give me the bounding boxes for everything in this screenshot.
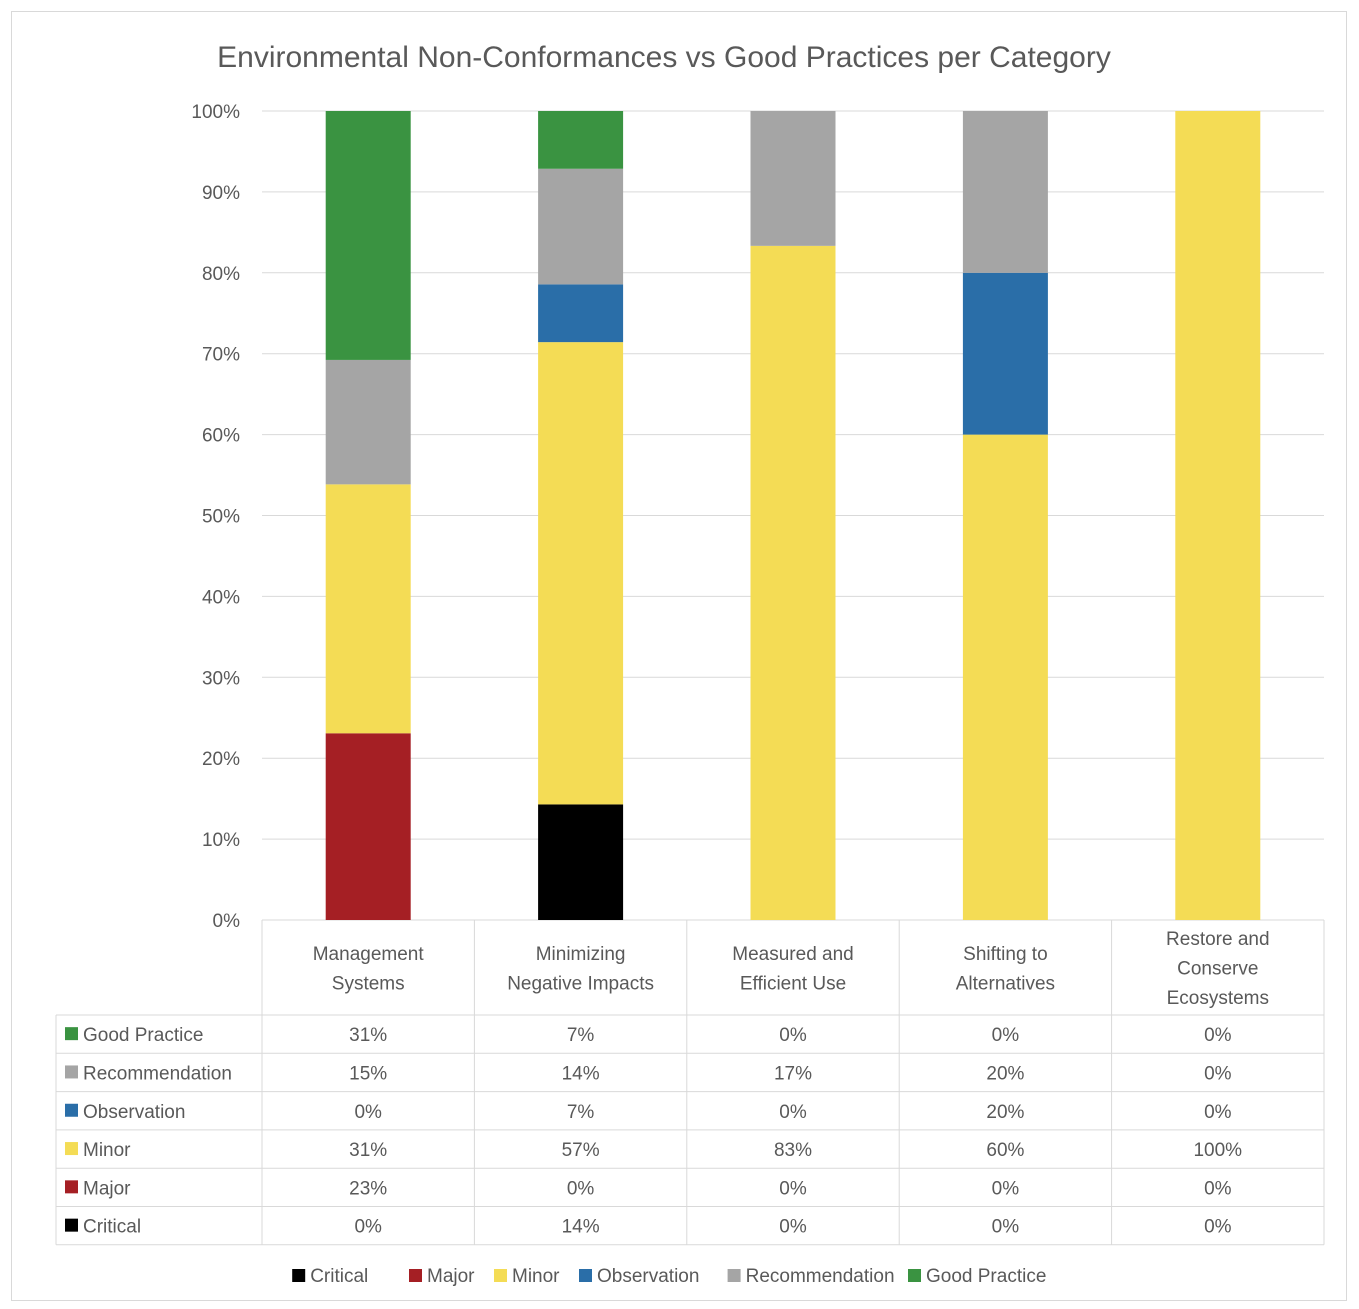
table-cell-value: 20%: [986, 1102, 1024, 1123]
table-series-label: Critical: [83, 1217, 141, 1238]
table-series-label: Minor: [83, 1140, 131, 1161]
table-cell-value: 14%: [562, 1217, 600, 1238]
category-label: Systems: [332, 973, 405, 994]
table-cell-value: 31%: [349, 1025, 387, 1046]
legend-label: Minor: [512, 1266, 560, 1287]
table-legend-key: [65, 1103, 78, 1117]
category-label: Alternatives: [956, 973, 1055, 994]
bar-segment-good-practice: [538, 111, 624, 169]
y-tick-label: 50%: [202, 507, 240, 528]
bar-segment-recommendation: [750, 111, 836, 246]
legend-label: Observation: [597, 1266, 699, 1287]
table-cell-value: 0%: [779, 1217, 807, 1238]
table-cell-value: 0%: [354, 1217, 382, 1238]
legend-key: [727, 1269, 741, 1282]
category-label: Minimizing: [536, 944, 626, 965]
table-cell-value: 83%: [774, 1140, 812, 1161]
bar-segment-minor: [538, 342, 624, 805]
table-cell-value: 15%: [349, 1063, 387, 1084]
table-legend-key: [65, 1027, 78, 1041]
bar-segment-good-practice: [325, 111, 411, 360]
table-cell-value: 100%: [1193, 1140, 1242, 1161]
bar-segment-major: [325, 733, 411, 920]
table-cell-value: 0%: [567, 1178, 595, 1199]
table-legend-key: [65, 1180, 78, 1194]
legend-key: [579, 1269, 592, 1282]
table-cell-value: 0%: [779, 1102, 807, 1123]
table-cell-value: 0%: [779, 1025, 807, 1046]
chart-frame: Environmental Non-Conformances vs Good P…: [11, 11, 1347, 1301]
bar-segment-recommendation: [538, 168, 624, 285]
y-tick-label: 60%: [202, 426, 240, 447]
table-cell-value: 0%: [1204, 1025, 1232, 1046]
table-cell-value: 0%: [992, 1217, 1020, 1238]
legend-label: Major: [427, 1266, 475, 1287]
category-label: Ecosystems: [1167, 988, 1269, 1009]
y-tick-label: 20%: [202, 749, 240, 770]
legend-label: Good Practice: [926, 1266, 1046, 1287]
y-tick-label: 90%: [202, 183, 240, 204]
bar-segment-minor: [962, 434, 1048, 920]
bar-segment-observation: [962, 272, 1048, 435]
data-table: Management Systems Minimizing Negative Impa…: [55, 920, 1325, 1246]
y-tick-label: 40%: [202, 587, 240, 608]
category-label: Negative Impacts: [507, 973, 654, 994]
category-label: Efficient Use: [740, 973, 846, 994]
table-legend-key: [65, 1218, 78, 1232]
table-series-label: Major: [83, 1178, 131, 1199]
table-cell-value: 20%: [986, 1063, 1024, 1084]
table-cell-value: 0%: [1204, 1217, 1232, 1238]
table-cell-value: 7%: [567, 1102, 595, 1123]
category-label: Shifting to: [963, 944, 1048, 965]
table-cell-value: 17%: [774, 1063, 812, 1084]
legend-key: [494, 1269, 507, 1282]
y-tick-label: 80%: [202, 264, 240, 285]
table-cell-value: 23%: [349, 1178, 387, 1199]
table-cell-value: 0%: [992, 1025, 1020, 1046]
bar-segment-recommendation: [962, 111, 1048, 273]
table-cell-value: 57%: [562, 1140, 600, 1161]
table-cell-value: 31%: [349, 1140, 387, 1161]
table-cell-value: 60%: [986, 1140, 1024, 1161]
category-label: Restore and: [1166, 929, 1270, 950]
y-tick-label: 0%: [213, 911, 241, 932]
y-axis: 0% 10% 20% 30% 40% 50% 60% 70% 80% 90% 100%: [191, 102, 240, 932]
bar-segment-critical: [538, 804, 624, 920]
bar-segment-minor: [750, 245, 836, 921]
y-tick-label: 10%: [202, 830, 240, 851]
table-cell-value: 0%: [779, 1178, 807, 1199]
bar-segment-recommendation: [325, 359, 411, 485]
category-label: Management: [313, 944, 425, 965]
legend-label: Critical: [310, 1266, 368, 1287]
table-cell-value: 0%: [1204, 1178, 1232, 1199]
stacked-bar-chart: Environmental Non-Conformances vs Good P…: [55, 41, 1325, 1287]
table-cell-value: 14%: [562, 1063, 600, 1084]
legend: Critical Major Minor Observation Recommendat…: [292, 1266, 1046, 1287]
category-label: Conserve: [1177, 959, 1258, 980]
legend-key: [908, 1269, 921, 1282]
table-cell-value: 7%: [567, 1025, 595, 1046]
table-series-label: Observation: [83, 1102, 185, 1123]
bar-segment-minor: [1175, 111, 1261, 920]
table-legend-key: [65, 1065, 78, 1079]
category-label: Measured and: [732, 944, 853, 965]
table-cell-value: 0%: [1204, 1063, 1232, 1084]
bar-segment-minor: [325, 484, 411, 734]
legend-key: [409, 1269, 422, 1282]
table-cell-value: 0%: [1204, 1102, 1232, 1123]
y-tick-label: 70%: [202, 345, 240, 366]
y-tick-label: 100%: [191, 102, 240, 123]
table-series-label: Good Practice: [83, 1025, 203, 1046]
table-series-label: Recommendation: [83, 1063, 232, 1084]
table-cell-value: 0%: [354, 1102, 382, 1123]
chart-title: Environmental Non-Conformances vs Good P…: [217, 41, 1111, 74]
table-legend-key: [65, 1142, 78, 1156]
bar-segment-observation: [538, 284, 624, 343]
table-cell-value: 0%: [992, 1178, 1020, 1199]
legend-key: [292, 1269, 306, 1282]
legend-label: Recommendation: [746, 1266, 895, 1287]
y-tick-label: 30%: [202, 668, 240, 689]
bars: [325, 111, 1261, 921]
